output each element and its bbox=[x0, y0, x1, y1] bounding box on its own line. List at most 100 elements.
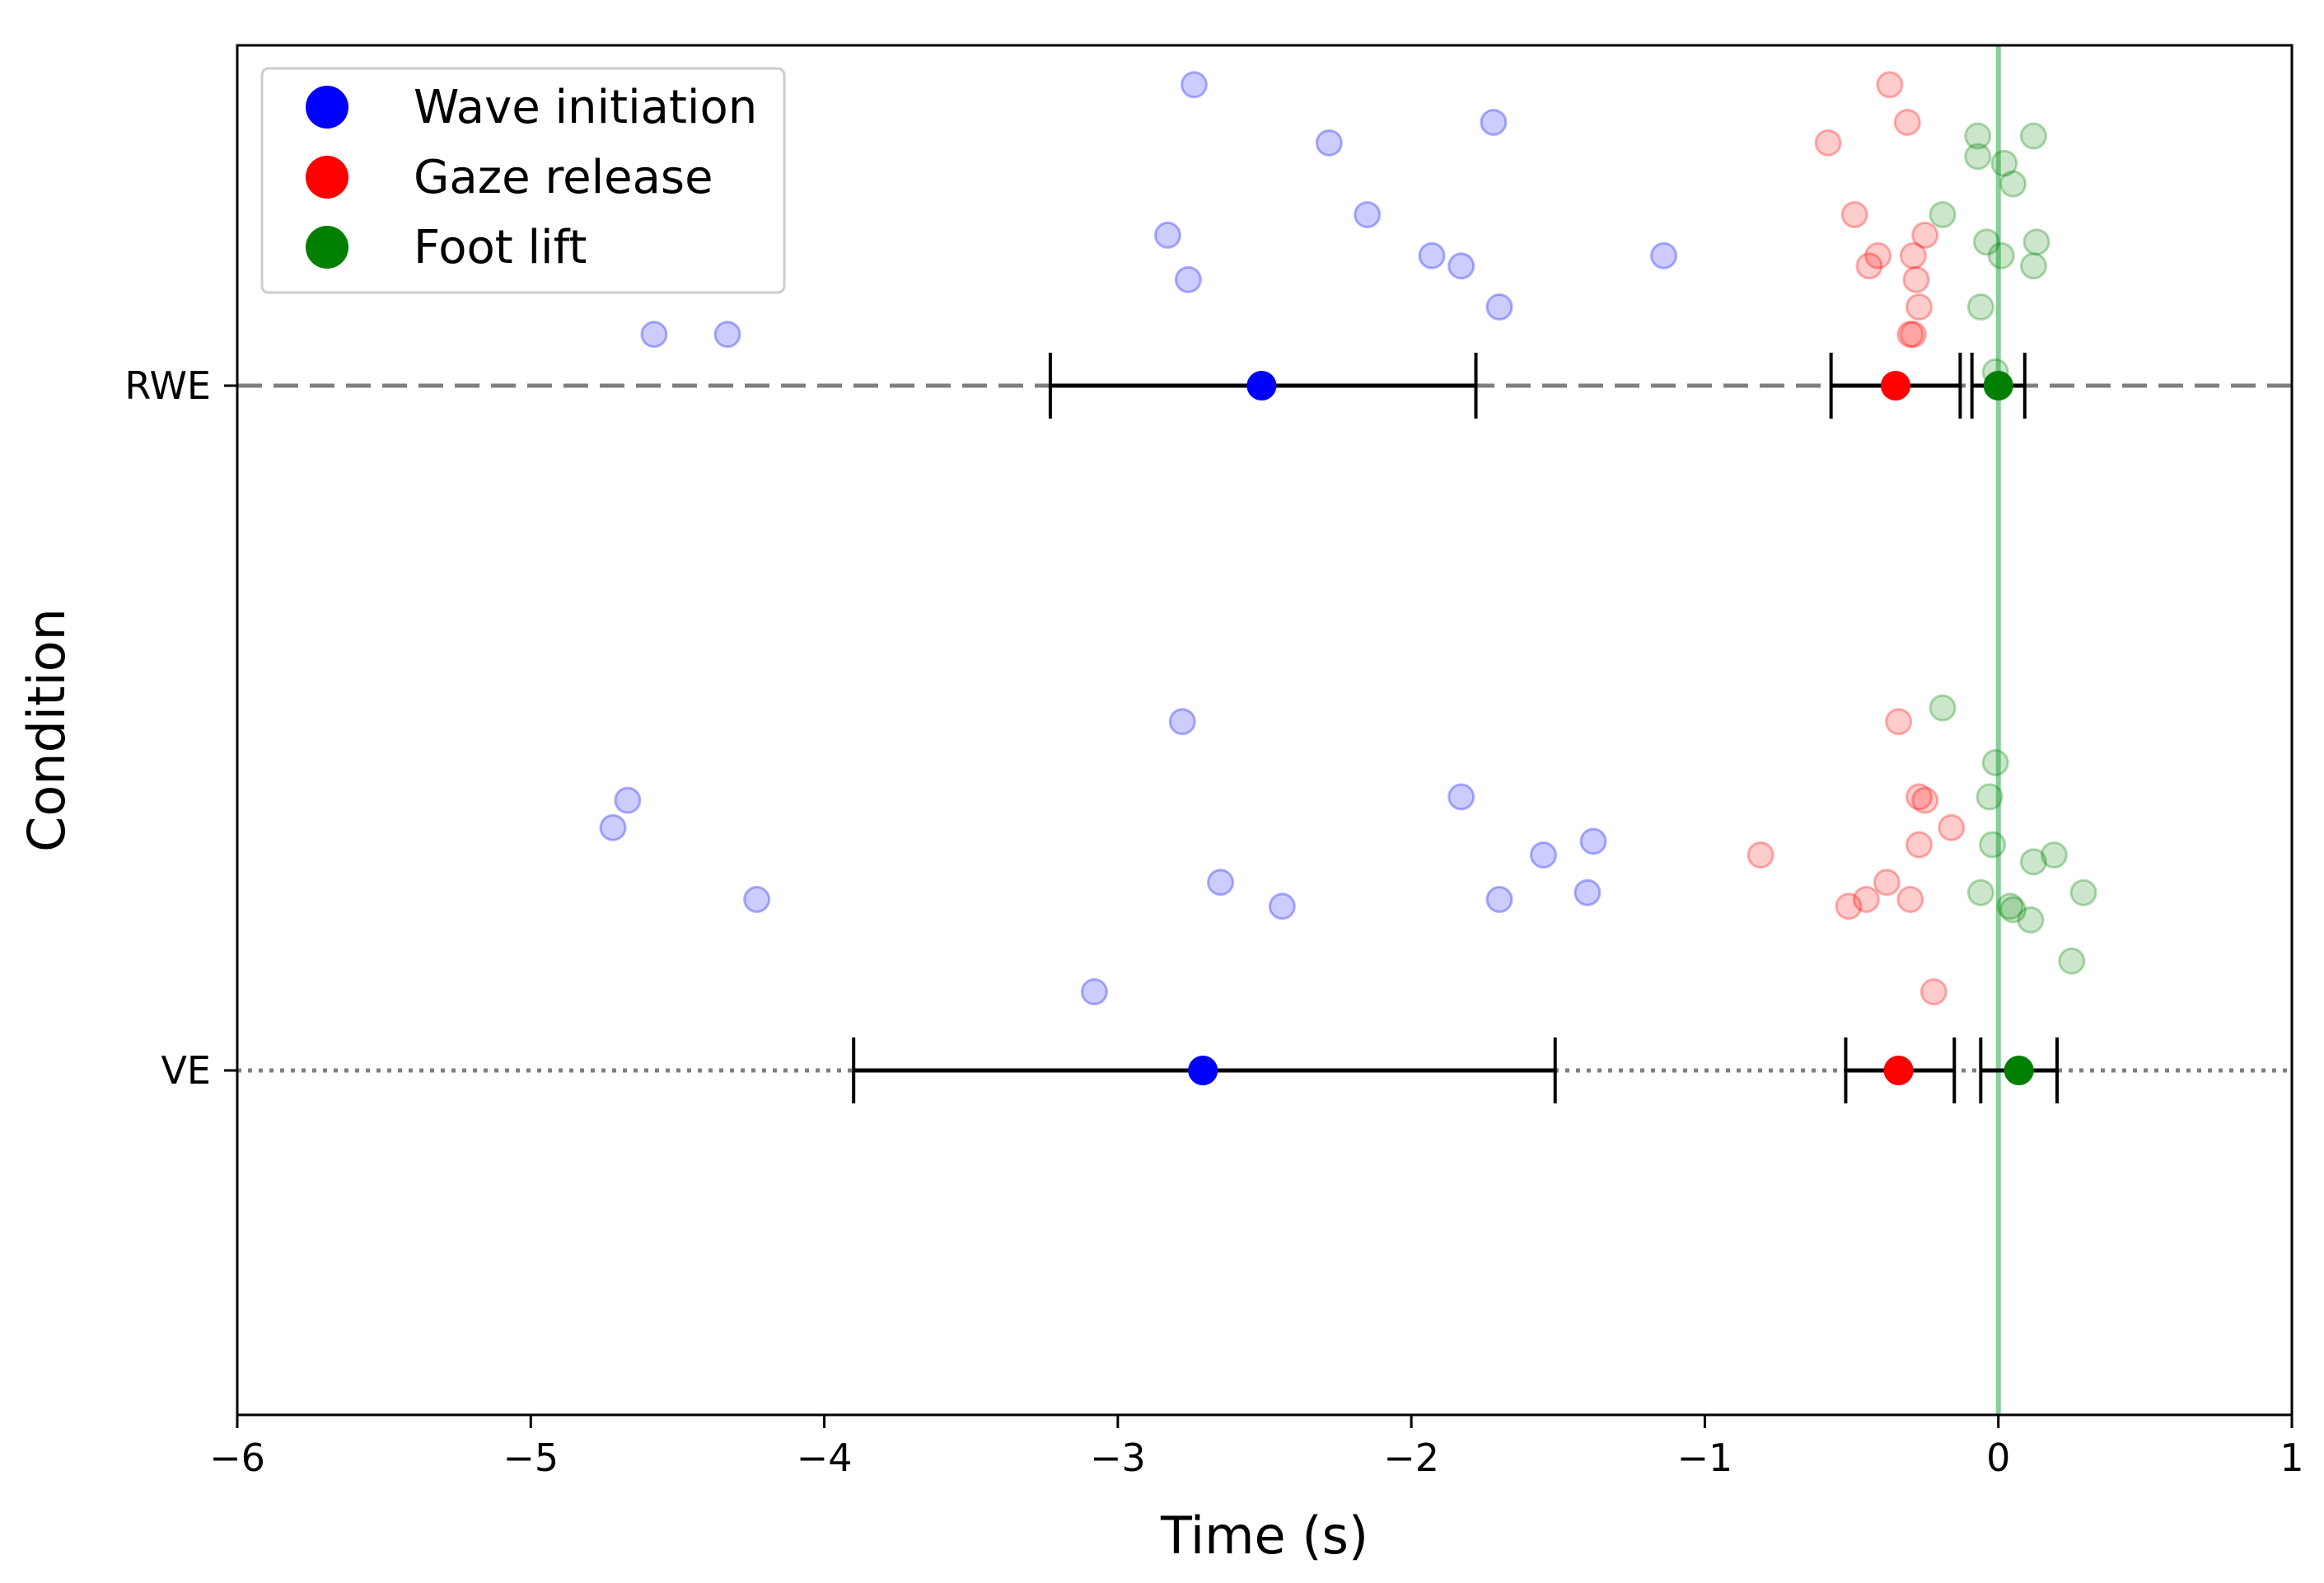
legend-box bbox=[260, 67, 786, 294]
gaze-point-rwe bbox=[1855, 252, 1883, 280]
wave-point-ve bbox=[1529, 841, 1557, 869]
gaze-point-rwe bbox=[1899, 321, 1927, 349]
wave-point-rwe bbox=[1354, 201, 1382, 228]
axes: −6 −5 −4 −3 −2 −1 0 1 RWE VE bbox=[124, 363, 2303, 1480]
wave-point-rwe bbox=[640, 321, 668, 349]
foot-point-rwe bbox=[1929, 201, 1957, 228]
gaze-point-ve bbox=[1920, 978, 1948, 1006]
legend-marker bbox=[306, 226, 348, 269]
foot-point-rwe bbox=[2022, 228, 2050, 256]
wave-point-ve bbox=[1573, 878, 1602, 906]
legend-marker bbox=[306, 86, 348, 129]
legend-label: Gaze release bbox=[414, 151, 713, 204]
gaze-point-ve bbox=[1747, 841, 1775, 869]
x-tick-label: −6 bbox=[209, 1435, 265, 1480]
foot-point-ve bbox=[1999, 896, 2027, 924]
gaze-point-ve bbox=[1885, 708, 1913, 736]
legend-label: Wave initiation bbox=[414, 81, 757, 134]
foot-mean-ve bbox=[2004, 1056, 2034, 1085]
x-tick-label: 0 bbox=[1986, 1435, 2010, 1480]
foot-point-ve bbox=[1981, 749, 2009, 776]
gaze-point-ve bbox=[1896, 886, 1924, 913]
legend: Wave initiation Gaze release Foot lift bbox=[260, 67, 786, 294]
gaze-point-rwe bbox=[1840, 201, 1868, 228]
foot-point-rwe bbox=[1972, 228, 2000, 256]
gaze-point-rwe bbox=[1902, 265, 1930, 293]
foot-point-ve bbox=[2069, 878, 2097, 906]
foot-point-rwe bbox=[1987, 241, 2015, 269]
gaze-point-ve bbox=[1835, 892, 1863, 920]
y-tick-label-ve: VE bbox=[161, 1048, 211, 1093]
gaze-point-ve bbox=[1905, 831, 1934, 859]
wave-point-rwe bbox=[1447, 252, 1475, 280]
foot-point-rwe bbox=[2019, 252, 2047, 280]
gaze-point-ve bbox=[1852, 886, 1880, 913]
gaze-point-rwe bbox=[1896, 321, 1924, 349]
gaze-point-rwe bbox=[1899, 241, 1927, 269]
wave-point-ve bbox=[1268, 892, 1296, 920]
wave-point-rwe bbox=[1418, 241, 1446, 269]
wave-mean-rwe bbox=[1246, 371, 1277, 400]
foot-point-rwe bbox=[1964, 143, 1992, 171]
gaze-point-rwe bbox=[1911, 221, 1939, 249]
legend-marker bbox=[306, 156, 348, 199]
wave-point-ve bbox=[1080, 978, 1108, 1006]
gaze-point-rwe bbox=[1814, 129, 1842, 157]
x-tick-label: 1 bbox=[2280, 1435, 2303, 1480]
wave-point-ve bbox=[1485, 886, 1513, 913]
gaze-mean-rwe bbox=[1881, 371, 1911, 400]
foot-point-ve bbox=[2040, 841, 2068, 869]
foot-mean-rwe bbox=[1983, 371, 2013, 400]
wave-point-rwe bbox=[1485, 293, 1513, 321]
wave-point-rwe bbox=[1174, 265, 1202, 293]
plot-area bbox=[237, 45, 2292, 1415]
gaze-mean-ve bbox=[1883, 1056, 1914, 1085]
gaze-point-ve bbox=[1905, 783, 1934, 811]
foot-point-ve bbox=[2058, 947, 2086, 975]
plot-frame bbox=[236, 44, 2294, 1417]
gaze-point-rwe bbox=[1876, 71, 1904, 99]
x-tick-label: −5 bbox=[503, 1435, 559, 1480]
foot-point-rwe bbox=[1999, 170, 2027, 198]
foot-point-rwe bbox=[2019, 122, 2047, 150]
wave-point-ve bbox=[1447, 783, 1475, 811]
wave-point-rwe bbox=[1480, 108, 1508, 136]
gaze-point-ve bbox=[1938, 813, 1966, 841]
y-tick-label-rwe: RWE bbox=[124, 363, 211, 408]
foot-point-ve bbox=[2017, 906, 2045, 934]
wave-point-ve bbox=[599, 813, 627, 841]
wave-point-ve bbox=[614, 786, 642, 814]
wave-point-ve bbox=[1168, 708, 1196, 736]
wave-point-rwe bbox=[1153, 221, 1181, 249]
gaze-point-ve bbox=[1911, 786, 1939, 814]
foot-point-ve bbox=[1979, 831, 2007, 859]
gaze-point-rwe bbox=[1864, 241, 1892, 269]
x-tick-label: −4 bbox=[797, 1435, 853, 1480]
gaze-point-ve bbox=[1873, 869, 1901, 897]
x-axis-title: Time (s) bbox=[1160, 1506, 1368, 1566]
wave-point-rwe bbox=[713, 321, 741, 349]
y-axis-title: Condition bbox=[16, 608, 77, 852]
x-tick-label: −1 bbox=[1677, 1435, 1733, 1480]
foot-point-ve bbox=[1996, 892, 2024, 920]
wave-mean-ve bbox=[1188, 1056, 1218, 1085]
x-tick-label: −3 bbox=[1090, 1435, 1146, 1480]
foot-point-ve bbox=[1966, 878, 1994, 906]
wave-point-ve bbox=[743, 886, 771, 913]
foot-point-rwe bbox=[1966, 293, 1994, 321]
foot-point-rwe bbox=[1964, 122, 1992, 150]
wave-point-rwe bbox=[1315, 129, 1343, 157]
foot-point-rwe bbox=[1990, 149, 2018, 177]
wave-point-ve bbox=[1207, 869, 1235, 897]
foot-point-ve bbox=[1929, 694, 1957, 722]
foot-point-ve bbox=[1976, 783, 2004, 811]
foot-point-ve bbox=[2019, 848, 2047, 876]
gaze-point-rwe bbox=[1905, 293, 1934, 321]
wave-point-rwe bbox=[1180, 71, 1208, 99]
gaze-point-rwe bbox=[1893, 108, 1921, 136]
wave-point-rwe bbox=[1650, 241, 1678, 269]
legend-label: Foot lift bbox=[414, 221, 587, 274]
wave-point-ve bbox=[1579, 827, 1607, 855]
x-tick-label: −2 bbox=[1383, 1435, 1439, 1480]
